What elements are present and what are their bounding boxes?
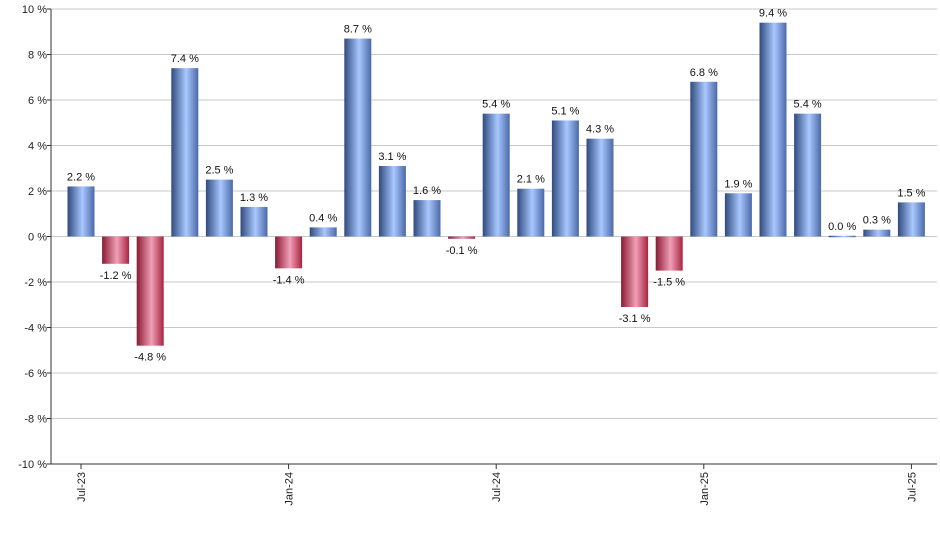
bar	[275, 236, 303, 269]
bar	[482, 113, 510, 237]
y-tick-label: 8 %	[28, 50, 47, 62]
x-tick-label: Jul-24	[491, 472, 503, 502]
data-label: 4.3 %	[586, 124, 614, 136]
bar	[344, 38, 372, 237]
bar	[517, 188, 545, 237]
bar	[690, 81, 718, 237]
data-label: 8.7 %	[344, 24, 372, 36]
data-label: -1.5 %	[653, 277, 685, 289]
bar	[67, 186, 95, 237]
data-label: 6.8 %	[690, 67, 718, 79]
y-axis-ticks: -10 % -8 % -6 % -4 % -2 % 0 % 2 % 4 % 6 % 8 % 10 %	[18, 4, 51, 471]
data-label: -0.1 %	[446, 245, 478, 257]
bar	[448, 236, 476, 239]
data-label: -1.2 %	[100, 270, 132, 282]
bar	[621, 236, 649, 308]
bar	[551, 120, 579, 237]
bar	[586, 138, 614, 237]
bar	[655, 236, 683, 271]
y-tick-label: 4 %	[28, 141, 47, 153]
x-tick-label: Jan-24	[284, 472, 296, 506]
axes	[50, 9, 937, 465]
bar	[309, 227, 337, 237]
bar	[171, 68, 199, 237]
bar	[413, 200, 441, 237]
data-label: 0.3 %	[863, 215, 891, 227]
bar	[102, 236, 130, 264]
bars	[67, 22, 925, 346]
bar	[794, 113, 822, 237]
bar	[759, 22, 787, 237]
x-axis-ticks: Jul-23 Jan-24 Jul-24 Jan-25 Jul-25	[76, 464, 918, 506]
y-tick-label: -8 %	[24, 414, 47, 426]
data-label: 7.4 %	[171, 53, 199, 65]
y-tick-label: 0 %	[28, 232, 47, 244]
data-label: 1.6 %	[413, 185, 441, 197]
bar	[240, 206, 268, 237]
x-tick-label: Jul-25	[906, 472, 918, 502]
data-label: 3.1 %	[378, 151, 406, 163]
data-label: 1.5 %	[897, 187, 925, 199]
y-tick-label: 2 %	[28, 186, 47, 198]
bar	[205, 179, 233, 237]
y-tick-label: -6 %	[24, 368, 47, 380]
y-tick-label: 10 %	[22, 4, 47, 16]
x-tick-label: Jan-25	[699, 472, 711, 506]
data-label: -3.1 %	[619, 313, 651, 325]
data-label: 1.3 %	[240, 192, 268, 204]
bar	[378, 165, 406, 237]
data-label: 5.4 %	[794, 99, 822, 111]
bar	[724, 193, 752, 237]
bar	[863, 229, 891, 237]
x-tick-label: Jul-23	[76, 472, 88, 502]
data-label: 5.4 %	[482, 99, 510, 111]
data-label: 5.1 %	[551, 105, 579, 117]
y-tick-label: 6 %	[28, 95, 47, 107]
data-label: 0.0 %	[828, 221, 856, 233]
y-tick-label: -2 %	[24, 277, 47, 289]
data-labels: 2.2 % -1.2 % -4.8 % 7.4 % 2.5 % 1.3 % -1.4 % 0.…	[67, 8, 926, 364]
bar	[136, 236, 164, 346]
bar	[828, 235, 856, 238]
y-tick-label: -10 %	[18, 459, 47, 471]
data-label: -4.8 %	[134, 352, 166, 364]
data-label: -1.4 %	[273, 274, 305, 286]
data-label: 2.5 %	[205, 165, 233, 177]
data-label: 2.2 %	[67, 171, 95, 183]
data-label: 0.4 %	[309, 212, 337, 224]
data-label: 1.9 %	[724, 178, 752, 190]
y-tick-label: -4 %	[24, 323, 47, 335]
data-label: 2.1 %	[517, 174, 545, 186]
bar	[897, 202, 925, 237]
data-label: 9.4 %	[759, 8, 787, 20]
